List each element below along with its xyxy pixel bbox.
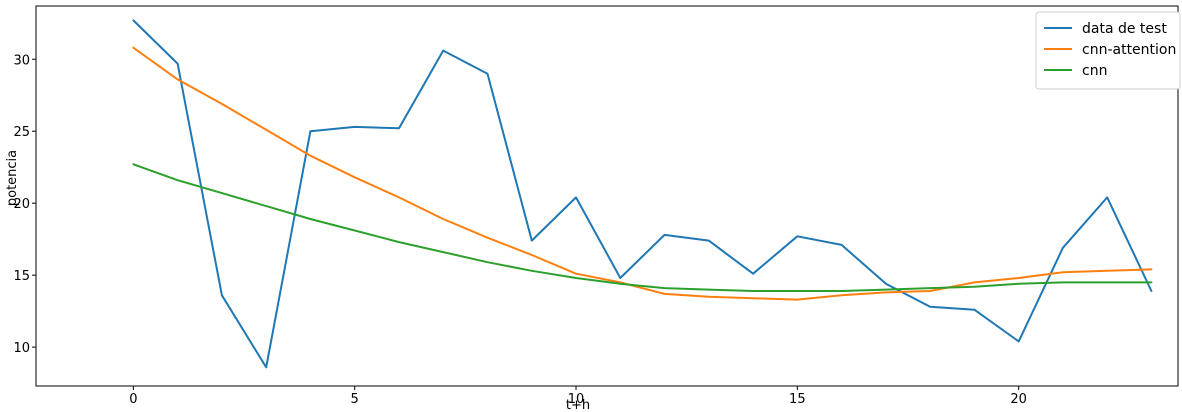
y-axis-title: potencia	[5, 150, 20, 206]
legend-label: cnn-attention	[1082, 42, 1176, 58]
axes-layer: 0 5 10 15 20 10 15 20 25 30	[13, 5, 1179, 407]
series-layer	[132, 19, 1153, 369]
x-tick-label: 5	[351, 392, 359, 407]
y-tick-label: 30	[13, 53, 30, 68]
x-tick-label: 20	[1010, 392, 1027, 407]
series-line-cnn-attention	[132, 46, 1153, 301]
legend-label: cnn	[1082, 63, 1107, 79]
x-tick-label: 10	[568, 392, 585, 407]
series-line-cnn	[132, 163, 1153, 292]
y-tick-label: 15	[13, 269, 30, 284]
series-line-data-de-test	[132, 19, 1153, 369]
x-tick-label: 0	[129, 392, 137, 407]
x-axis-title: t+h	[566, 398, 590, 412]
legend: data de test cnn-attention cnn	[1035, 11, 1181, 90]
x-tick-label: 15	[789, 392, 806, 407]
y-tick-label: 25	[13, 125, 30, 140]
legend-label: data de test	[1082, 21, 1167, 37]
y-tick-label: 10	[13, 341, 30, 356]
y-tick-label: 20	[13, 197, 30, 212]
plot-frame	[35, 5, 1179, 387]
